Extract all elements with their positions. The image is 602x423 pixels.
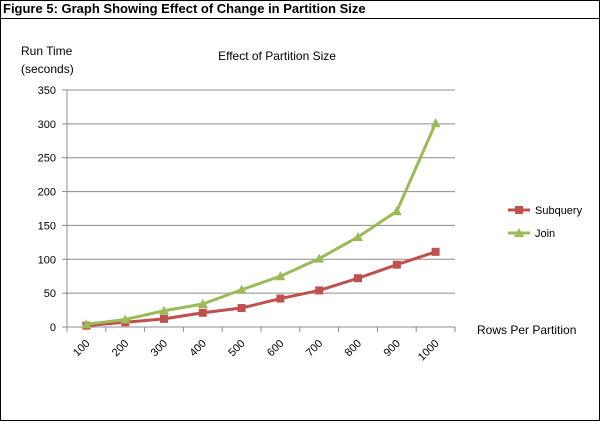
legend-marker-subquery [515, 206, 523, 214]
y-tick-labels: 0 50 100 150 200 250 300 350 [38, 85, 56, 334]
data-point-subquery [392, 260, 401, 269]
data-point-join [314, 253, 325, 263]
x-tick-label: 500 [226, 338, 247, 359]
x-tick-label: 1000 [416, 338, 442, 364]
y-tick-label: 350 [38, 85, 56, 97]
legend-label-subquery: Subquery [535, 205, 583, 217]
x-tick-label: 800 [343, 338, 364, 359]
y-axis-label-line-2: (seconds) [21, 62, 74, 76]
data-point-subquery [198, 308, 207, 317]
y-tick-label: 100 [38, 254, 56, 266]
legend: Subquery Join [508, 205, 583, 240]
data-point-join [236, 284, 247, 294]
x-tick-label: 700 [304, 338, 325, 359]
y-tick-label: 250 [38, 153, 56, 165]
x-tick-label: 300 [149, 338, 170, 359]
data-point-subquery [431, 247, 440, 256]
series-line-join [86, 122, 437, 326]
series-line-subquery [86, 250, 437, 328]
legend-label-join: Join [535, 228, 555, 240]
caption-divider [0, 18, 600, 19]
data-point-join [275, 271, 286, 281]
x-axis-label: Rows Per Partition [477, 323, 576, 337]
x-tick-labels: 100 200 300 400 500 600 700 800 900 1000 [71, 338, 442, 364]
y-axis-label-line-1: Run Time [21, 44, 73, 58]
x-tick-label: 600 [265, 338, 286, 359]
axes [62, 89, 456, 332]
data-series [81, 118, 441, 330]
data-point-join [81, 319, 92, 329]
x-tick-label: 100 [71, 338, 92, 359]
data-point-subquery [354, 274, 362, 283]
chart-title: Effect of Partition Size [218, 49, 336, 63]
data-point-join [159, 305, 169, 315]
data-point-subquery [237, 304, 246, 313]
data-point-join [353, 231, 363, 241]
data-point-subquery [315, 286, 324, 295]
data-point-join [197, 298, 208, 308]
data-point-subquery [160, 314, 168, 323]
y-tick-label: 0 [50, 322, 56, 334]
data-point-join [391, 206, 402, 216]
y-tick-label: 50 [44, 288, 56, 300]
legend-marker-join [514, 228, 524, 237]
y-tick-label: 200 [38, 187, 56, 199]
figure-caption: Figure 5: Graph Showing Effect of Change… [3, 1, 366, 16]
x-tick-label: 900 [381, 338, 402, 359]
x-tick-label: 400 [187, 338, 208, 359]
y-tick-label: 300 [38, 119, 56, 131]
x-tick-label: 200 [110, 338, 131, 359]
y-tick-label: 150 [38, 220, 56, 232]
data-point-join [430, 118, 441, 128]
gridlines [67, 89, 455, 294]
data-point-subquery [276, 294, 285, 303]
data-point-join [120, 314, 131, 324]
